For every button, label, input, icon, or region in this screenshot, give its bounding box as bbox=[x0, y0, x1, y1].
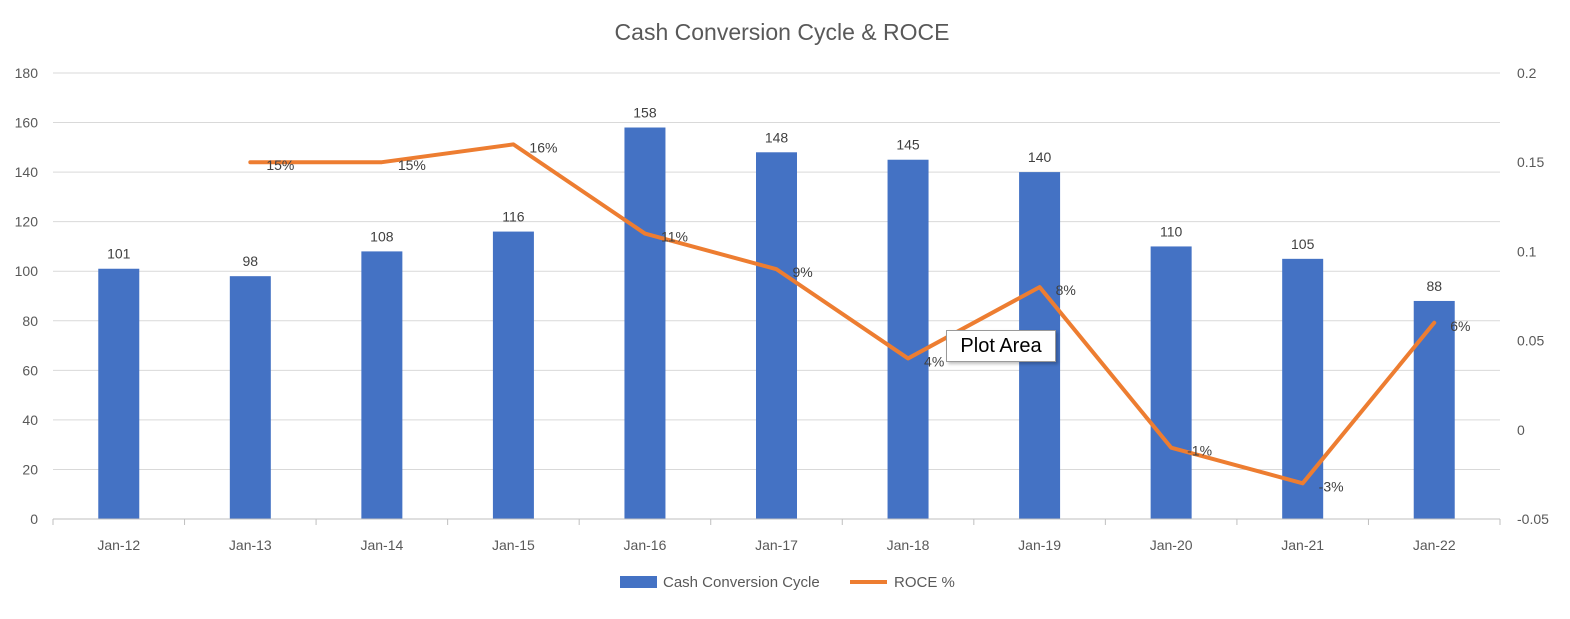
y2-tick-label: 0.05 bbox=[1517, 333, 1544, 349]
bar-data-label: 110 bbox=[1160, 223, 1183, 239]
bar-data-label: 145 bbox=[896, 137, 920, 153]
line-data-label: -1% bbox=[1187, 443, 1212, 459]
chart-title: Cash Conversion Cycle & ROCE bbox=[615, 19, 950, 45]
x-axis: Jan-12 Jan-13 Jan-14 Jan-15 Jan-16 Jan-17 Jan-… bbox=[52, 518, 1501, 553]
line-data-label: 4% bbox=[924, 353, 944, 369]
line-data-label: 16% bbox=[529, 139, 557, 155]
x-tick-label: Jan-13 bbox=[229, 537, 272, 553]
bar-data-labels: 101 98 108 116 158 148 145 140 110 105 88 bbox=[107, 105, 1442, 294]
y-tick-label: 80 bbox=[22, 313, 38, 329]
x-tick-label: Jan-12 bbox=[97, 537, 140, 553]
bar-data-label: 105 bbox=[1291, 236, 1315, 252]
y-tick-label: 120 bbox=[15, 214, 39, 230]
bar bbox=[229, 276, 271, 519]
bar bbox=[1150, 246, 1192, 519]
bar-data-label: 148 bbox=[765, 129, 789, 145]
bar bbox=[1282, 258, 1324, 519]
line-data-label: 9% bbox=[793, 264, 813, 280]
bar bbox=[1413, 300, 1455, 519]
y2-tick-label: 0.1 bbox=[1517, 243, 1537, 259]
bar-data-label: 116 bbox=[502, 209, 525, 225]
y-tick-label: 160 bbox=[15, 115, 39, 131]
y-tick-label: 180 bbox=[15, 65, 39, 81]
y-tick-label: 100 bbox=[15, 263, 39, 279]
line-data-label: 8% bbox=[1056, 282, 1076, 298]
bar bbox=[887, 159, 929, 519]
y-axis-right: -0.05 0 0.05 0.1 0.15 0.2 bbox=[1517, 65, 1549, 527]
y-axis-left: 0 20 40 60 80 100 120 140 160 180 bbox=[15, 65, 39, 527]
y-tick-label: 140 bbox=[15, 164, 39, 180]
x-tick-label: Jan-19 bbox=[1018, 537, 1061, 553]
bar-data-label: 140 bbox=[1028, 149, 1052, 165]
y-tick-label: 20 bbox=[22, 461, 38, 477]
line-data-label: -3% bbox=[1319, 478, 1344, 494]
legend-label: Cash Conversion Cycle bbox=[663, 574, 820, 591]
x-tick-label: Jan-14 bbox=[360, 537, 403, 553]
legend: Cash Conversion Cycle ROCE % bbox=[620, 574, 955, 591]
x-tick-label: Jan-17 bbox=[755, 537, 798, 553]
bar-series bbox=[98, 127, 1455, 520]
bar bbox=[492, 231, 534, 520]
y-tick-label: 0 bbox=[30, 511, 38, 527]
legend-label: ROCE % bbox=[894, 574, 955, 591]
bar-data-label: 98 bbox=[243, 253, 259, 269]
line-data-label: 15% bbox=[266, 157, 294, 173]
plot-area-tooltip: Plot Area bbox=[946, 330, 1056, 362]
line-data-labels: 15% 15% 16% 11% 9% 4% 8% -1% -3% 6% bbox=[266, 139, 1470, 494]
y2-tick-label: 0.15 bbox=[1517, 154, 1544, 170]
y-tick-label: 60 bbox=[22, 362, 38, 378]
line-series bbox=[248, 142, 1437, 486]
bar bbox=[361, 251, 403, 519]
y-tick-label: 40 bbox=[22, 412, 38, 428]
x-tick-label: Jan-16 bbox=[624, 537, 667, 553]
bar bbox=[756, 152, 797, 520]
y2-tick-label: 0 bbox=[1517, 422, 1525, 438]
x-tick-label: Jan-18 bbox=[887, 537, 930, 553]
y2-tick-label: 0.2 bbox=[1517, 65, 1537, 81]
legend-swatch-bar bbox=[620, 576, 657, 588]
bar-data-label: 88 bbox=[1426, 278, 1442, 294]
x-tick-label: Jan-20 bbox=[1150, 537, 1193, 553]
x-tick-label: Jan-15 bbox=[492, 537, 535, 553]
x-tick-label: Jan-22 bbox=[1413, 537, 1456, 553]
bar bbox=[624, 127, 666, 519]
x-tick-label: Jan-21 bbox=[1281, 537, 1324, 553]
line-data-label: 15% bbox=[398, 157, 426, 173]
bar-data-label: 108 bbox=[370, 228, 394, 244]
y2-tick-label: -0.05 bbox=[1517, 511, 1549, 527]
line-data-label: 6% bbox=[1450, 318, 1470, 334]
bar-data-label: 158 bbox=[633, 105, 657, 121]
roce-line bbox=[248, 142, 1437, 486]
bar bbox=[98, 268, 140, 519]
bar-data-label: 101 bbox=[107, 246, 131, 262]
line-data-label: 11% bbox=[661, 229, 688, 245]
